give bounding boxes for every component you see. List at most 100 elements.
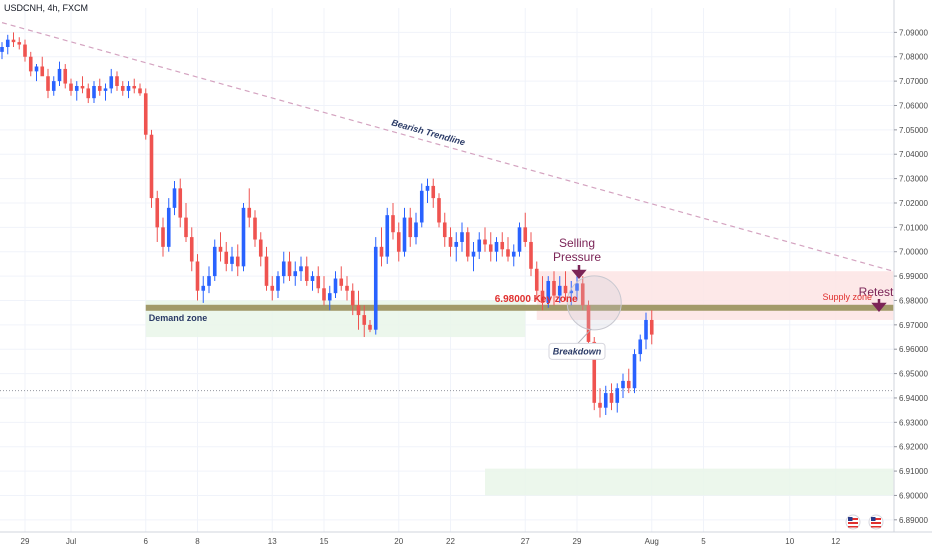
candle[interactable] — [241, 202, 246, 272]
candle[interactable] — [97, 78, 102, 96]
candle-body[interactable] — [264, 256, 269, 286]
candle-body[interactable] — [552, 280, 556, 296]
candle[interactable] — [569, 280, 574, 306]
candle[interactable] — [138, 83, 142, 96]
candle-body[interactable] — [603, 393, 608, 408]
candle-body[interactable] — [201, 285, 206, 291]
candle-body[interactable] — [132, 85, 137, 89]
candle-body[interactable] — [51, 81, 56, 91]
candle[interactable] — [201, 276, 206, 303]
candle-body[interactable] — [149, 134, 154, 199]
candle-body[interactable] — [448, 237, 453, 247]
candle[interactable] — [17, 37, 22, 50]
candle[interactable] — [391, 202, 395, 240]
candle-body[interactable] — [437, 198, 441, 223]
candle-body[interactable] — [126, 85, 131, 91]
candle-body[interactable] — [586, 305, 591, 342]
candle[interactable] — [293, 261, 298, 286]
candle[interactable] — [557, 276, 562, 303]
candle-body[interactable] — [304, 266, 309, 281]
candle[interactable] — [339, 266, 344, 291]
candle-body[interactable] — [46, 76, 50, 91]
candle[interactable] — [500, 232, 505, 257]
candle-body[interactable] — [638, 339, 643, 355]
candle-body[interactable] — [575, 283, 579, 291]
candle[interactable] — [385, 207, 390, 264]
candle-body[interactable] — [0, 46, 4, 52]
candle-body[interactable] — [287, 261, 292, 277]
candle-body[interactable] — [506, 249, 510, 257]
candle-body[interactable] — [523, 227, 528, 242]
candle[interactable] — [494, 237, 499, 262]
candle[interactable] — [287, 251, 292, 281]
candle-body[interactable] — [540, 290, 545, 303]
candle[interactable] — [281, 251, 286, 284]
candle[interactable] — [74, 81, 79, 101]
candle[interactable] — [465, 227, 470, 262]
candle[interactable] — [23, 39, 27, 62]
candle[interactable] — [172, 181, 177, 216]
candle-body[interactable] — [425, 185, 430, 191]
candle[interactable] — [161, 217, 165, 257]
candle[interactable] — [373, 237, 378, 335]
candle[interactable] — [580, 276, 585, 311]
candle-body[interactable] — [241, 207, 246, 267]
candle[interactable] — [632, 349, 637, 394]
candle[interactable] — [115, 71, 119, 91]
candle-body[interactable] — [138, 88, 142, 94]
candle-body[interactable] — [379, 246, 384, 257]
us-flag-icon[interactable] — [868, 514, 884, 530]
candle[interactable] — [235, 244, 240, 277]
candle-body[interactable] — [546, 280, 551, 303]
candle-body[interactable] — [276, 276, 280, 291]
candle[interactable] — [546, 276, 551, 308]
candle[interactable] — [638, 334, 643, 362]
candle-body[interactable] — [207, 276, 211, 286]
candle-body[interactable] — [143, 93, 148, 135]
candle[interactable] — [488, 232, 493, 262]
candle[interactable] — [396, 222, 401, 262]
candle-body[interactable] — [419, 190, 424, 223]
candle-body[interactable] — [57, 68, 62, 82]
candle[interactable] — [425, 178, 430, 203]
candle[interactable] — [120, 81, 125, 96]
candle-body[interactable] — [69, 83, 73, 91]
candle[interactable] — [534, 261, 539, 301]
candle-body[interactable] — [402, 217, 407, 252]
candle-body[interactable] — [500, 241, 505, 250]
candle[interactable] — [69, 78, 73, 96]
candle-body[interactable] — [178, 188, 183, 218]
candle[interactable] — [609, 383, 614, 411]
candle-body[interactable] — [189, 237, 194, 262]
candle[interactable] — [212, 239, 217, 281]
candle-body[interactable] — [155, 198, 160, 228]
candle[interactable] — [195, 254, 200, 301]
candle-body[interactable] — [80, 85, 85, 89]
candle-body[interactable] — [28, 56, 33, 72]
candle-body[interactable] — [281, 261, 286, 277]
candle[interactable] — [649, 310, 654, 345]
candle[interactable] — [207, 266, 211, 294]
candle-body[interactable] — [63, 68, 68, 84]
candle-body[interactable] — [40, 66, 45, 77]
candle[interactable] — [368, 319, 372, 333]
candle[interactable] — [103, 83, 108, 101]
candle-body[interactable] — [333, 278, 338, 294]
candle-body[interactable] — [86, 88, 91, 99]
candle-body[interactable] — [598, 402, 602, 408]
candle[interactable] — [5, 34, 10, 55]
candle-body[interactable] — [34, 66, 39, 72]
candle-body[interactable] — [517, 227, 522, 252]
candle[interactable] — [327, 285, 332, 311]
candle-body[interactable] — [74, 85, 79, 91]
candle-body[interactable] — [109, 76, 114, 89]
candle[interactable] — [218, 232, 223, 262]
candle[interactable] — [276, 271, 280, 299]
candle-body[interactable] — [621, 380, 625, 389]
candle[interactable] — [540, 276, 545, 311]
candle-body[interactable] — [23, 44, 27, 57]
candle-body[interactable] — [391, 215, 395, 233]
candle-body[interactable] — [172, 188, 177, 208]
candle-body[interactable] — [270, 285, 275, 291]
